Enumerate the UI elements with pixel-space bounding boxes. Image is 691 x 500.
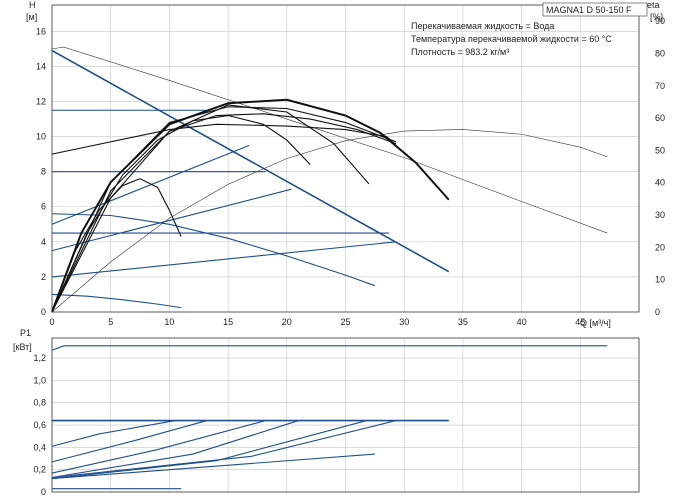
efficiency-tick-label: 70 — [655, 81, 665, 91]
head-curve-8 — [51, 293, 182, 309]
head-curve-12 — [51, 104, 370, 313]
power-y-tick-label: 0 — [41, 487, 46, 497]
flow-axis-label: Q [м³/ч] — [580, 318, 611, 328]
head-curve-5 — [51, 188, 292, 252]
x-tick-label: 30 — [399, 317, 409, 327]
head-curve-13 — [51, 113, 397, 313]
power-y-tick-label: 0,6 — [33, 420, 46, 430]
head-y-axis-unit: [м] — [26, 12, 37, 22]
efficiency-tick-label: 40 — [655, 178, 665, 188]
power-curve-7 — [51, 420, 299, 479]
power-curve-4 — [51, 420, 176, 447]
x-tick-label: 15 — [223, 317, 233, 327]
power-curve-0 — [51, 345, 608, 351]
head-curve-6 — [51, 241, 397, 278]
head-curve-9 — [51, 46, 608, 234]
head-curve-16 — [51, 98, 450, 313]
head-y-tick-label: 12 — [36, 96, 46, 106]
model-title: MAGNA1 D 50-150 F — [546, 5, 632, 15]
power-curve-9 — [51, 420, 397, 479]
efficiency-tick-label: 90 — [655, 16, 665, 26]
head-panel: 0 5 10 15 20 25 30 35 40 45 0 2 4 6 8 10 12 14 16 0 10 20 30 40… — [26, 0, 665, 328]
power-y-tick-label: 0,4 — [33, 442, 46, 452]
head-curve-11 — [51, 114, 311, 313]
power-y-tick-label: 0,8 — [33, 398, 46, 408]
head-curve-15 — [51, 123, 397, 155]
head-curve-0 — [51, 49, 450, 273]
power-plot-frame — [51, 337, 640, 493]
head-y-tick-label: 4 — [41, 237, 46, 247]
power-curve-3 — [51, 453, 375, 480]
info-density: Плотность = 983.2 кг/м³ — [411, 47, 509, 57]
head-y-tick-label: 2 — [41, 272, 46, 282]
head-y-tick-label: 16 — [36, 26, 46, 36]
head-series — [51, 46, 608, 313]
power-panel: 0 0,2 0,4 0,6 0,8 1,0 1,2 P1 [кВт] — [13, 328, 640, 497]
efficiency-tick-label: 20 — [655, 242, 665, 252]
efficiency-tick-label: 0 — [655, 307, 660, 317]
efficiency-axis-unit: [%] — [650, 12, 663, 22]
info-liquid: Перекачиваемая жидкость = Вода — [411, 21, 554, 31]
power-curve-8 — [51, 420, 367, 480]
efficiency-tick-label: 30 — [655, 210, 665, 220]
power-y-axis-unit: [кВт] — [13, 342, 32, 352]
head-curve-7 — [51, 213, 376, 287]
efficiency-curve — [51, 129, 608, 313]
info-temperature: Температура перекачиваемой жидкости = 60… — [411, 34, 612, 44]
x-tick-label: 5 — [108, 317, 113, 327]
power-y-tick-label: 1,2 — [33, 353, 46, 363]
efficiency-tick-label: 10 — [655, 275, 665, 285]
efficiency-tick-label: 60 — [655, 113, 665, 123]
head-y-tick-label: 8 — [41, 167, 46, 177]
x-tick-label: 35 — [458, 317, 468, 327]
power-series — [51, 345, 608, 490]
head-curve-4 — [51, 144, 250, 225]
efficiency-tick-label: 80 — [655, 48, 665, 58]
efficiency-axis-label: eta — [647, 0, 660, 10]
head-curve-10 — [51, 178, 182, 313]
head-y-tick-label: 10 — [36, 132, 46, 142]
x-tick-label: 10 — [164, 317, 174, 327]
x-tick-label: 45 — [575, 317, 585, 327]
head-tick-labels: 0 5 10 15 20 25 30 35 40 45 0 2 4 6 8 10 12 14 16 0 10 20 30 40… — [36, 16, 665, 327]
x-tick-label: 20 — [282, 317, 292, 327]
head-y-axis-label: H — [29, 0, 36, 10]
power-y-tick-label: 1,0 — [33, 375, 46, 385]
head-y-tick-label: 0 — [41, 307, 46, 317]
power-gridlines — [51, 338, 639, 492]
power-curve-5 — [51, 420, 208, 463]
model-box — [542, 2, 648, 17]
head-plot-frame — [51, 4, 640, 313]
x-tick-label: 25 — [340, 317, 350, 327]
head-y-tick-label: 6 — [41, 202, 46, 212]
head-gridlines — [52, 5, 639, 312]
power-y-tick-label: 0,2 — [33, 465, 46, 475]
head-curve-14 — [51, 106, 397, 313]
power-curve-6 — [51, 420, 266, 474]
x-tick-label: 0 — [49, 317, 54, 327]
power-tick-labels: 0 0,2 0,4 0,6 0,8 1,0 1,2 — [33, 353, 46, 497]
head-y-tick-label: 14 — [36, 61, 46, 71]
power-y-axis-label: P1 — [20, 328, 31, 338]
x-tick-label: 40 — [517, 317, 527, 327]
efficiency-tick-label: 50 — [655, 145, 665, 155]
